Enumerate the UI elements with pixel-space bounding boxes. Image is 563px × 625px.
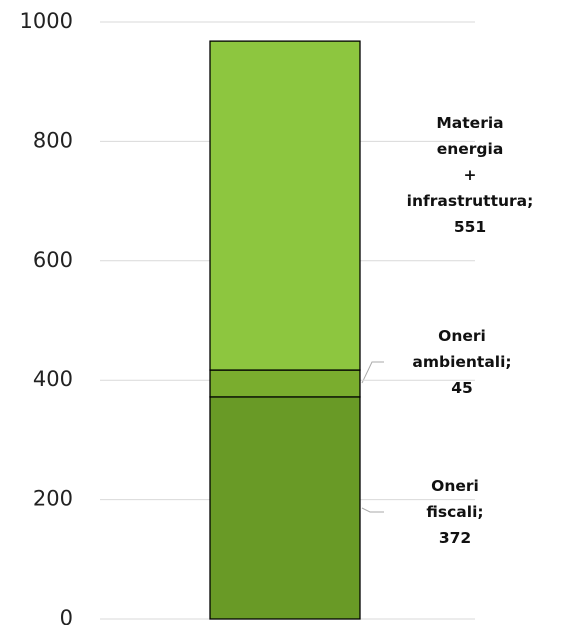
data-label: Materia energia + infrastruttura; 551 (406, 114, 534, 236)
bar-segment (209, 396, 361, 620)
y-tick-label: 600 (33, 248, 73, 272)
data-label: Oneri ambientali; 45 (412, 327, 512, 397)
y-tick-label: 1000 (20, 9, 73, 33)
leader-line (361, 507, 384, 513)
y-tick-label: 400 (33, 367, 73, 391)
y-tick-label: 800 (33, 128, 73, 152)
bar-segment (209, 369, 361, 398)
y-tick-label: 200 (33, 487, 73, 511)
y-tick-label: 0 (60, 606, 73, 625)
leader-line (361, 361, 384, 384)
data-label: Oneri fiscali; 372 (426, 477, 484, 547)
bar-segment (209, 40, 361, 371)
